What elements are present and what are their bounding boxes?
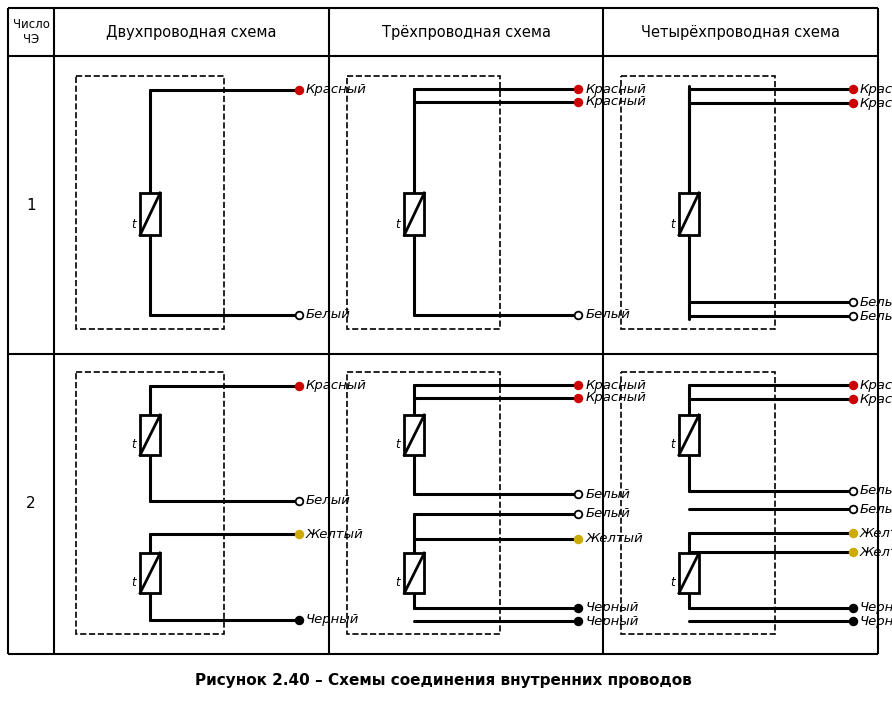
Text: Белый: Белый [585, 488, 631, 501]
Text: Красный: Красный [585, 392, 646, 405]
Text: t: t [671, 439, 675, 451]
Text: Красный: Красный [860, 82, 892, 95]
Bar [679, 553, 699, 593]
Text: Белый: Белый [860, 309, 892, 323]
Text: Белый: Белый [860, 296, 892, 309]
Bar [140, 193, 161, 235]
Bar [404, 415, 425, 455]
Text: t: t [131, 218, 136, 231]
Text: Черный: Черный [860, 602, 892, 614]
Text: Рисунок 2.40 – Схемы соединения внутренних проводов: Рисунок 2.40 – Схемы соединения внутренн… [194, 673, 691, 688]
Text: Красный: Красный [585, 95, 646, 109]
Text: Белый: Белый [860, 484, 892, 497]
Text: Желтый: Желтый [585, 532, 643, 545]
Text: t: t [671, 218, 675, 231]
Bar [404, 193, 425, 235]
Text: t: t [131, 577, 136, 589]
Text: Белый: Белый [860, 503, 892, 516]
Text: Трёхпроводная схема: Трёхпроводная схема [382, 24, 550, 40]
Text: Белый: Белый [306, 494, 351, 508]
Text: Желтый: Желтый [306, 528, 363, 540]
Text: Красный: Красный [585, 378, 646, 392]
Text: Красный: Красный [306, 380, 367, 392]
Text: Черный: Черный [860, 614, 892, 628]
Text: t: t [396, 218, 401, 231]
Text: t: t [671, 577, 675, 589]
Text: Белый: Белый [306, 309, 351, 321]
Text: Красный: Красный [306, 83, 367, 97]
Text: Черный: Черный [306, 614, 359, 626]
Text: Красный: Красный [860, 378, 892, 392]
Text: Белый: Белый [585, 508, 631, 520]
Bar [140, 553, 161, 593]
Bar [140, 415, 161, 455]
Bar [76, 372, 224, 634]
Text: Четырёхпроводная схема: Четырёхпроводная схема [641, 24, 840, 40]
Bar [622, 76, 775, 329]
Text: Желтый: Желтый [860, 527, 892, 540]
Text: Двухпроводная схема: Двухпроводная схема [106, 24, 277, 40]
Bar [679, 415, 699, 455]
Bar [622, 372, 775, 634]
Bar [347, 76, 500, 329]
Text: 2: 2 [26, 496, 36, 511]
Text: t: t [396, 577, 401, 589]
Text: Белый: Белый [585, 309, 631, 321]
Text: Число
ЧЭ: Число ЧЭ [12, 18, 49, 46]
Text: Черный: Черный [585, 602, 639, 614]
Text: Желтый: Желтый [860, 545, 892, 559]
Text: Черный: Черный [585, 614, 639, 628]
Text: t: t [396, 439, 401, 451]
Text: 1: 1 [26, 198, 36, 213]
Bar [76, 76, 224, 329]
Text: Красный: Красный [585, 82, 646, 95]
Bar [679, 193, 699, 235]
Text: Красный: Красный [860, 97, 892, 109]
Text: t: t [131, 439, 136, 451]
Bar [404, 553, 425, 593]
Bar [347, 372, 500, 634]
Text: Красный: Красный [860, 392, 892, 405]
